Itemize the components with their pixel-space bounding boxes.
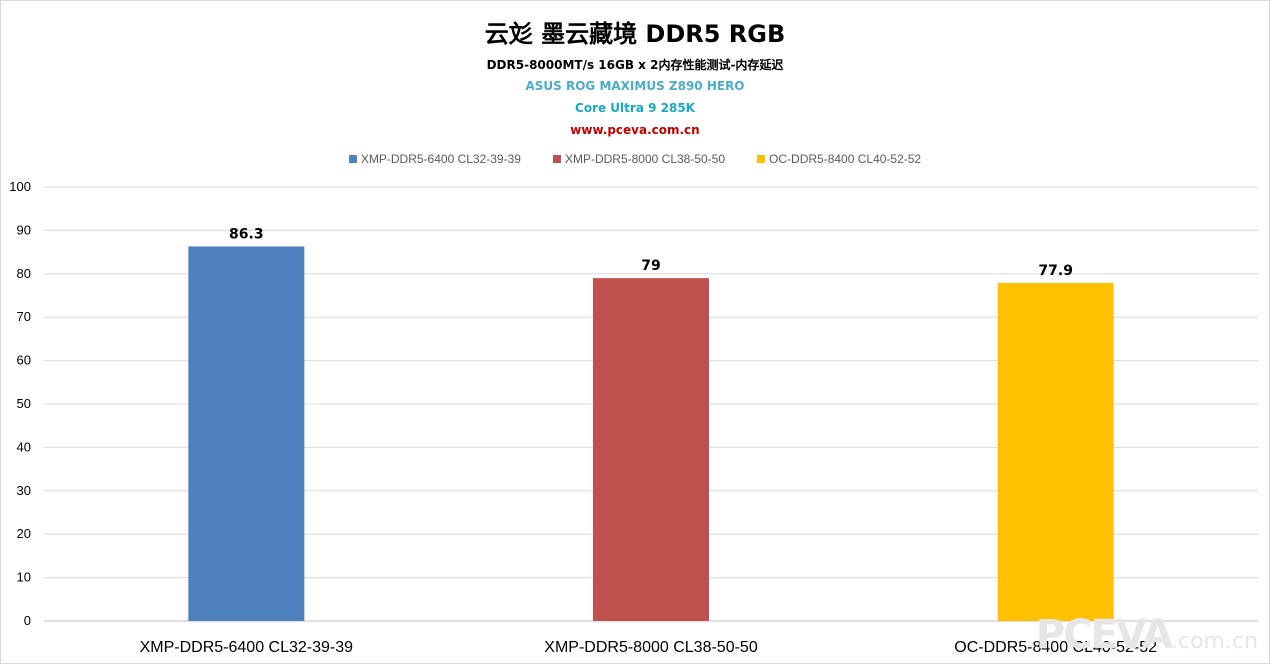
y-tick-label: 20 [17, 526, 31, 541]
watermark-suffix: .com.cn [1170, 629, 1258, 654]
bar [593, 278, 709, 621]
y-tick-label: 90 [17, 222, 31, 237]
legend-swatch [552, 155, 561, 163]
legend-item: OC-DDR5-8400 CL40-52-52 [757, 152, 921, 166]
data-label: 77.9 [1038, 263, 1073, 279]
chart-subtitle-cpu: Core Ultra 9 285K [575, 101, 695, 115]
y-tick-label: 40 [17, 439, 31, 454]
watermark-brand: PCEVA [1035, 612, 1173, 658]
x-tick-label: OC-DDR5-8400 CL40-52-52 [954, 639, 1157, 656]
y-tick-label: 10 [17, 570, 31, 585]
y-tick-label: 100 [9, 179, 31, 194]
legend-label: OC-DDR5-8400 CL40-52-52 [769, 152, 922, 166]
y-tick-label: 60 [17, 353, 31, 368]
x-tick-label: XMP-DDR5-8000 CL38-50-50 [544, 639, 758, 656]
x-tick-label: XMP-DDR5-6400 CL32-39-39 [140, 639, 354, 656]
legend-label: XMP-DDR5-8000 CL38-50-50 [564, 152, 726, 166]
y-tick-label: 0 [24, 613, 31, 628]
y-tick-label: 50 [17, 396, 31, 411]
y-tick-label: 30 [17, 483, 31, 498]
chart-title: 云彣 墨云藏境 DDR5 RGB [484, 20, 786, 48]
y-tick-label: 80 [17, 266, 31, 281]
bar [188, 246, 305, 621]
chart-subtitle-website: www.pceva.com.cn [570, 123, 700, 137]
chart-subtitle-test: DDR5-8000MT/s 16GB x 2内存性能测试-内存延迟 [486, 58, 784, 72]
y-tick-label: 70 [17, 309, 31, 324]
pceva-watermark: PCEVA.com.cn [1036, 612, 1258, 658]
legend-item: XMP-DDR5-8000 CL38-50-50 [552, 152, 726, 166]
chart-legend: XMP-DDR5-6400 CL32-39-39 XMP-DDR5-8000 C… [0, 152, 1270, 166]
chart-subtitle-motherboard: ASUS ROG MAXIMUS Z890 HERO [525, 79, 745, 93]
data-label: 86.3 [229, 226, 264, 242]
legend-swatch [348, 155, 357, 163]
legend-label: XMP-DDR5-6400 CL32-39-39 [360, 152, 521, 166]
legend-item: XMP-DDR5-6400 CL32-39-39 [348, 152, 521, 166]
data-label: 79 [641, 258, 660, 274]
legend-swatch [757, 155, 766, 163]
bar [997, 282, 1114, 621]
